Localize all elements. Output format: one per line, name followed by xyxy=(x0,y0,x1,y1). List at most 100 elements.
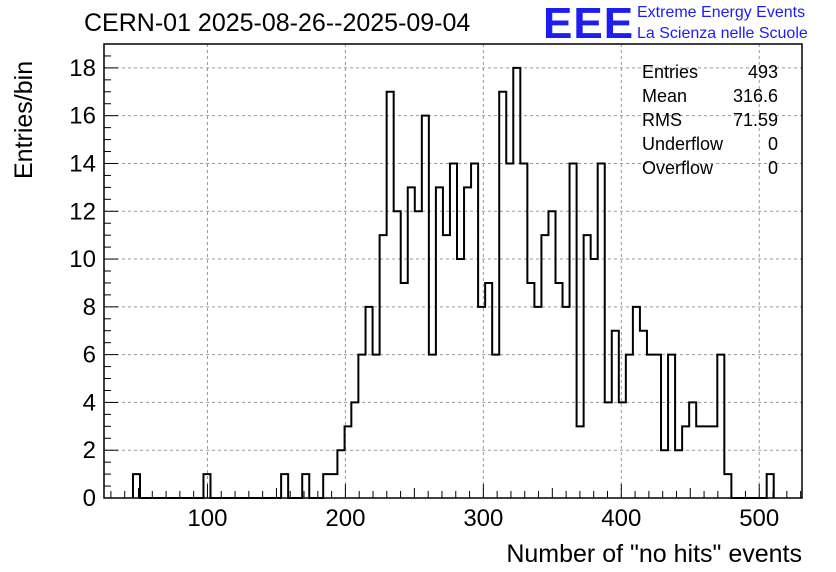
stat-label: Underflow xyxy=(642,134,724,154)
histogram-bin xyxy=(612,331,619,498)
y-axis-label: Entries/bin xyxy=(10,61,38,179)
histogram-bin xyxy=(577,426,584,498)
y-tick-label: 6 xyxy=(83,342,96,369)
stat-underflow: Underflow 0 xyxy=(642,132,778,156)
histogram-bin xyxy=(527,283,534,498)
histogram-bin xyxy=(563,307,570,498)
stat-label: Overflow xyxy=(642,158,714,178)
x-tick-label: 400 xyxy=(601,505,641,532)
axis-ticks: 100 200 300 400 500 0 2 4 6 8 10 12 14 16 18 xyxy=(69,43,802,532)
histogram-bin xyxy=(345,426,352,498)
histogram-bin xyxy=(696,426,717,498)
histogram-bin xyxy=(541,235,548,498)
histogram-bin xyxy=(429,355,436,498)
histogram-bin xyxy=(203,474,210,498)
x-axis-label: Number of "no hits" events xyxy=(506,540,802,568)
histogram-bin xyxy=(281,474,288,498)
histogram-bin xyxy=(520,163,527,498)
y-tick-label: 16 xyxy=(69,103,96,130)
histogram-bin xyxy=(661,450,668,498)
histogram-bin xyxy=(366,307,373,498)
stat-value: 316.6 xyxy=(732,86,778,106)
x-tick-label: 300 xyxy=(463,505,503,532)
histogram-bin xyxy=(499,92,506,498)
histogram-bin xyxy=(408,187,415,498)
logo-line-2: La Scienza nelle Scuole xyxy=(637,25,808,42)
histogram-bin xyxy=(767,474,774,498)
histogram-bin xyxy=(689,402,696,498)
stat-value: 0 xyxy=(767,134,778,154)
histogram-bin xyxy=(358,355,365,498)
stat-value: 71.59 xyxy=(732,110,778,130)
histogram-bin xyxy=(584,235,591,498)
y-tick-label: 4 xyxy=(83,389,96,416)
histogram-bin xyxy=(506,163,513,498)
y-tick-label: 12 xyxy=(69,198,96,225)
histogram-bin xyxy=(436,187,443,498)
histogram-bin xyxy=(598,163,605,498)
y-tick-label: 2 xyxy=(83,437,96,464)
histogram-bin xyxy=(591,259,598,498)
stat-entries: Entries 493 xyxy=(642,60,778,84)
histogram-bin xyxy=(133,474,140,498)
histogram-bin xyxy=(471,163,478,498)
histogram-bin xyxy=(380,235,387,498)
x-tick-label: 200 xyxy=(325,505,365,532)
y-tick-label: 18 xyxy=(69,55,96,82)
histogram-bin xyxy=(668,355,675,498)
histogram-bin xyxy=(337,450,344,498)
histogram-bin xyxy=(464,187,471,498)
histogram-bin xyxy=(626,355,633,498)
stat-mean: Mean 316.6 xyxy=(642,84,778,108)
y-tick-label: 0 xyxy=(83,485,96,512)
stat-rms: RMS 71.59 xyxy=(642,108,778,132)
histogram-bin xyxy=(513,68,520,498)
histogram-bin xyxy=(351,402,358,498)
histogram-bin xyxy=(555,283,562,498)
histogram-bin xyxy=(647,355,661,498)
histogram-bin xyxy=(401,283,408,498)
histogram-bin xyxy=(682,426,689,498)
stat-label: RMS xyxy=(642,110,682,130)
stat-overflow: Overflow 0 xyxy=(642,156,778,180)
stats-box: Entries 493 Mean 316.6 RMS 71.59 Underfl… xyxy=(642,60,778,180)
histogram-bin xyxy=(478,307,485,498)
histogram-bin xyxy=(534,307,541,498)
histogram-bin xyxy=(605,402,612,498)
x-tick-label: 100 xyxy=(187,505,227,532)
histogram-bin xyxy=(415,211,422,498)
histogram-bin xyxy=(724,474,731,498)
eee-logo: EEE xyxy=(543,0,635,48)
y-tick-label: 8 xyxy=(83,294,96,321)
logo-line-1: Extreme Energy Events xyxy=(637,4,806,21)
histogram-bin xyxy=(457,259,464,498)
y-tick-label: 14 xyxy=(69,150,96,177)
histogram-bin xyxy=(394,211,401,498)
histogram-bin xyxy=(323,474,337,498)
histogram-outline xyxy=(131,66,775,499)
histogram-bin xyxy=(640,331,647,498)
histogram-bin xyxy=(387,92,394,498)
x-tick-label: 500 xyxy=(739,505,779,532)
histogram-bin xyxy=(422,116,429,498)
histogram-bin xyxy=(570,163,577,498)
histogram-bin xyxy=(302,474,309,498)
stat-label: Mean xyxy=(642,86,688,106)
histogram-bin xyxy=(450,163,457,498)
histogram-bin xyxy=(675,450,682,498)
histogram-bin xyxy=(492,355,499,498)
stat-value: 0 xyxy=(767,158,778,178)
stat-value: 493 xyxy=(747,62,778,82)
histogram-bin xyxy=(619,402,626,498)
histogram-bin xyxy=(633,307,640,498)
histogram-bin xyxy=(485,283,492,498)
histogram-bin xyxy=(717,355,724,498)
histogram-bin xyxy=(548,211,555,498)
stat-label: Entries xyxy=(642,62,699,82)
histogram-bars xyxy=(131,66,775,499)
histogram-bin xyxy=(373,355,380,498)
histogram-bin xyxy=(443,235,450,498)
y-tick-label: 10 xyxy=(69,246,96,273)
chart-title: CERN-01 2025-08-26--2025-09-04 xyxy=(84,9,471,37)
